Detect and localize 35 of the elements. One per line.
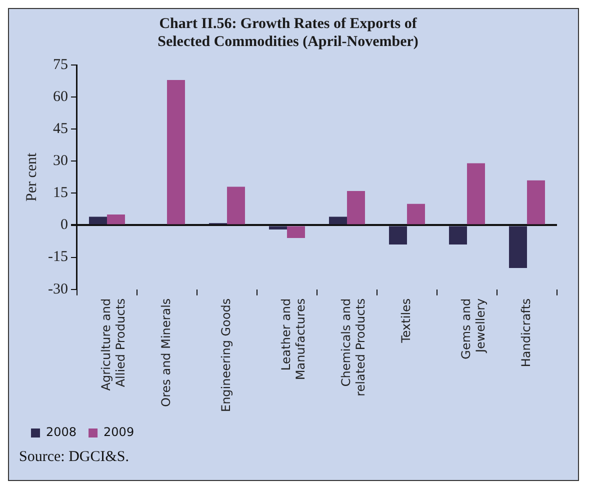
y-tick-label: 15 [52, 185, 68, 202]
x-tick-label: Agriculture and Allied Products [99, 298, 128, 391]
bar [449, 226, 467, 244]
source-note: Source: DGCI&S. [18, 449, 130, 466]
bar [467, 163, 485, 224]
legend-label: 2008 [46, 425, 77, 440]
y-tick-label: 45 [52, 121, 68, 138]
bar [407, 204, 425, 224]
x-tick-label: Gems and Jewellery [459, 298, 488, 360]
legend-label: 2009 [104, 425, 134, 440]
y-tick-label: -15 [48, 249, 68, 266]
y-tick-label: 0 [60, 217, 68, 234]
x-tick-label: Leather and Manufactures [279, 298, 308, 380]
y-axis-title: Per cent [24, 152, 40, 202]
x-tick-label: Chemicals and related Products [339, 298, 368, 396]
y-tick-label: -30 [48, 281, 68, 298]
x-tick-label: Handicrafts [519, 298, 534, 368]
bar [509, 226, 527, 268]
y-tick-label: 75 [52, 56, 68, 73]
bar [166, 80, 185, 224]
bar [329, 216, 347, 224]
bar [287, 226, 305, 238]
bar [347, 191, 365, 224]
x-tick-label: Textiles [399, 298, 414, 344]
bar [226, 186, 245, 224]
chart-title: Chart II.56: Growth Rates of Exports of Selected Commodities (April-November) [158, 16, 418, 50]
bar [268, 226, 287, 230]
y-tick-label: 30 [52, 153, 68, 170]
bar [389, 226, 407, 244]
y-tick-label: 60 [52, 88, 68, 105]
x-tick-label: Ores and Minerals [159, 298, 174, 407]
bar [527, 180, 545, 224]
bar [88, 216, 107, 224]
x-tick-label: Engineering Goods [219, 298, 234, 412]
bar [106, 214, 125, 224]
